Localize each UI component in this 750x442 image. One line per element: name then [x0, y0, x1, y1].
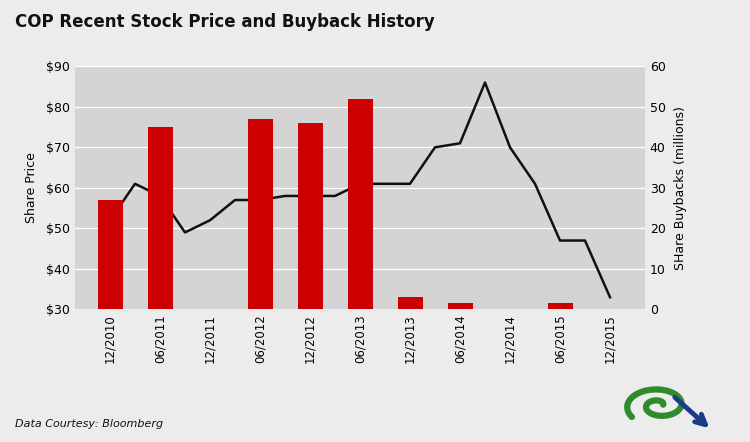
Y-axis label: Share Price: Share Price [25, 152, 38, 223]
Y-axis label: SHare Buybacks (millions): SHare Buybacks (millions) [674, 106, 687, 270]
Bar [248, 119, 272, 309]
Bar [548, 303, 572, 309]
Bar [148, 127, 172, 309]
Bar [98, 200, 122, 309]
Bar [347, 99, 373, 309]
Bar [398, 297, 422, 309]
Text: Data Courtesy: Bloomberg: Data Courtesy: Bloomberg [15, 419, 164, 429]
Bar [448, 303, 472, 309]
Bar [298, 123, 322, 309]
Text: COP Recent Stock Price and Buyback History: COP Recent Stock Price and Buyback Histo… [15, 13, 435, 31]
